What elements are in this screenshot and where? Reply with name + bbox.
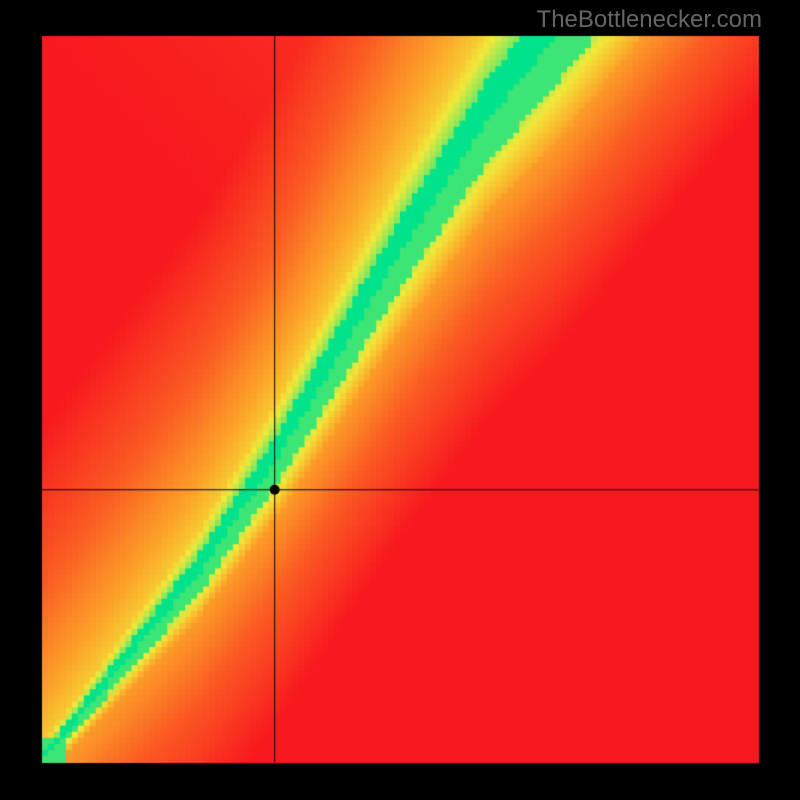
chart-container: TheBottlenecker.com	[0, 0, 800, 800]
heatmap-canvas	[0, 0, 800, 800]
watermark-text: TheBottlenecker.com	[537, 6, 762, 34]
